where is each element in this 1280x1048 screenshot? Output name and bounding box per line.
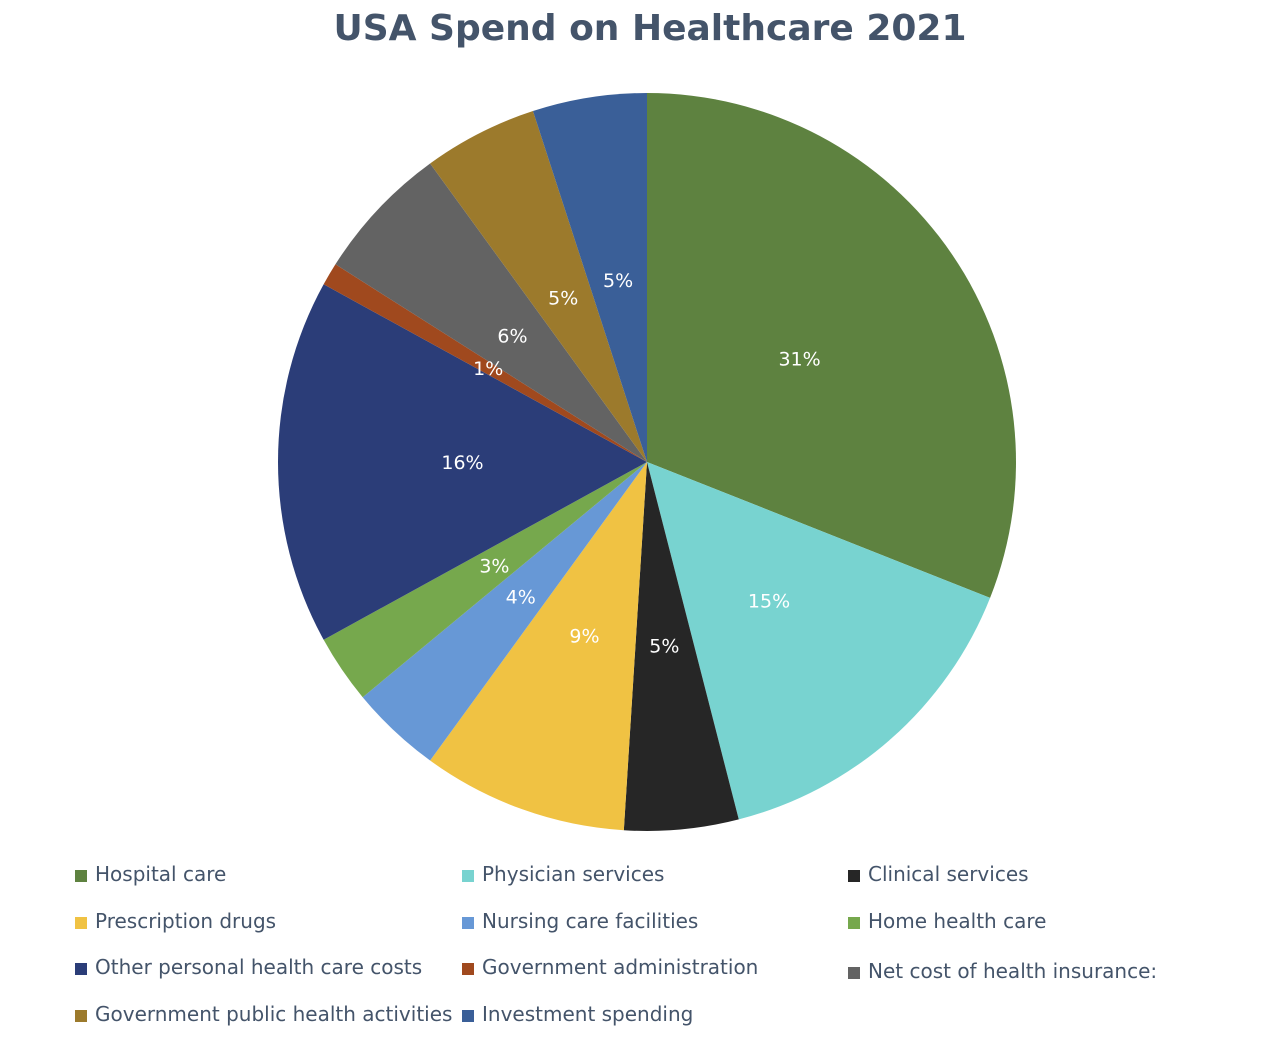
pie-slice-8	[335, 163, 647, 463]
legend-label: Physician services	[482, 862, 665, 886]
data-label-8: 6%	[497, 326, 527, 348]
pie-slice-4	[362, 462, 647, 761]
legend-swatch	[462, 917, 474, 929]
legend-swatch	[75, 963, 87, 975]
legend-item: Home health care	[848, 909, 1046, 933]
data-label-7: 1%	[473, 358, 503, 380]
data-label-10: 5%	[603, 270, 633, 292]
legend-label: Home health care	[868, 909, 1047, 933]
pie-slice-0	[647, 93, 1016, 598]
legend-item: Investment spending	[462, 1002, 693, 1026]
data-label-5: 3%	[479, 556, 509, 578]
legend-label: Nursing care facilities	[482, 909, 699, 933]
data-label-9: 5%	[548, 288, 578, 310]
legend-item: Clinical services	[848, 862, 1029, 886]
legend-swatch	[75, 870, 87, 882]
legend-label: Clinical services	[868, 862, 1029, 886]
legend-label: Net cost of health insurance:	[868, 959, 1158, 983]
data-label-1: 15%	[748, 590, 790, 612]
legend-label: Hospital care	[95, 862, 227, 886]
legend-swatch	[848, 967, 860, 979]
data-label-0: 31%	[778, 348, 820, 370]
legend-swatch	[848, 870, 860, 882]
pie-slice-10	[532, 93, 647, 462]
pie-slice-5	[323, 462, 647, 698]
legend-item: Other personal health care costs	[75, 955, 422, 979]
legend-swatch	[75, 917, 87, 929]
legend-item: Physician services	[462, 862, 664, 886]
legend-swatch	[848, 917, 860, 929]
chart-title: USA Spend on Healthcare 2021	[333, 8, 967, 49]
legend-item: Hospital care	[75, 862, 226, 886]
legend-swatch	[75, 1010, 87, 1022]
pie-chart: 31% 15% 5% 9% 4% 3% 16% 1% 6% 5% 5%	[277, 93, 1016, 831]
data-label-2: 5%	[649, 636, 679, 658]
legend-swatch	[462, 1010, 474, 1022]
legend-item: Government public health activities	[75, 1002, 452, 1026]
legend-item: Prescription drugs	[75, 909, 276, 933]
pie-slice-2	[623, 462, 739, 831]
legend-item: Government administration	[462, 955, 758, 979]
legend-label: Government public health activities	[95, 1002, 453, 1026]
legend-label: Government administration	[482, 955, 759, 979]
pie-slice-1	[647, 462, 991, 820]
pie-slice-9	[430, 111, 647, 462]
pie-slice-6	[277, 284, 647, 640]
legend-item: Nursing care facilities	[462, 909, 698, 933]
legend-label: Prescription drugs	[95, 909, 277, 933]
pie-slice-7	[323, 264, 647, 462]
legend-swatch	[462, 963, 474, 975]
data-label-4: 4%	[506, 586, 536, 608]
legend-label: Other personal health care costs	[95, 955, 423, 979]
pie-slice-3	[430, 462, 647, 831]
legend-item: Net cost of health insurance:	[848, 959, 1157, 983]
data-label-6: 16%	[441, 452, 483, 474]
data-label-3: 9%	[569, 626, 599, 648]
legend-label: Investment spending	[482, 1002, 694, 1026]
legend-swatch	[462, 870, 474, 882]
